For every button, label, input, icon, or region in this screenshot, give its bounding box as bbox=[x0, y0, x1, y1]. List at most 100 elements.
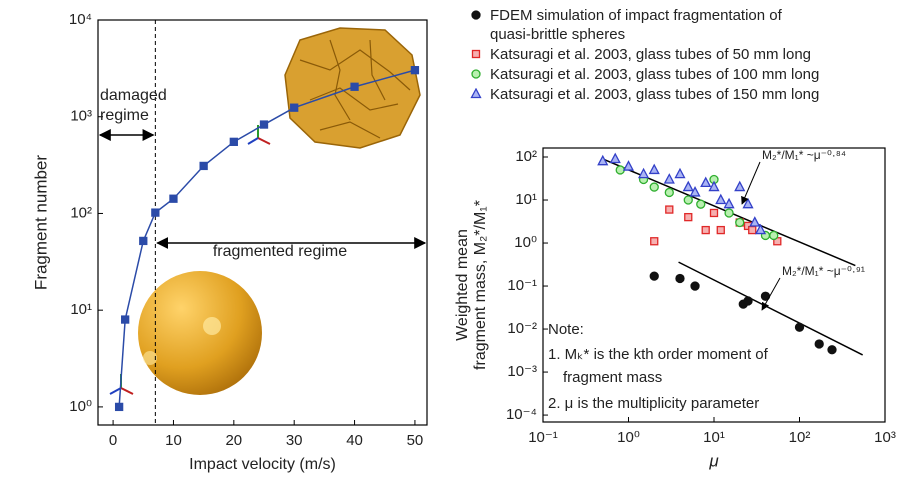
plot-frame bbox=[97, 19, 428, 426]
marker bbox=[622, 160, 635, 171]
marker bbox=[735, 217, 745, 228]
marker bbox=[696, 199, 706, 209]
x-tick-label: 40 bbox=[346, 432, 363, 449]
marker bbox=[471, 49, 481, 59]
marker bbox=[470, 88, 482, 99]
x-tick-label: 10³ bbox=[874, 429, 896, 446]
marker bbox=[199, 161, 208, 171]
y-tick-label: 10⁻² bbox=[507, 320, 537, 337]
legend-entry: FDEM simulation of impact fragmentation … bbox=[470, 6, 820, 44]
triad-x bbox=[120, 387, 134, 395]
x-tick-label: 50 bbox=[407, 432, 424, 449]
x-tick-label: 10² bbox=[789, 429, 811, 446]
marker bbox=[663, 173, 675, 184]
legend-label: Katsuragi et al. 2003, glass tubes of 50… bbox=[490, 46, 812, 63]
marker bbox=[689, 186, 701, 197]
annotation-arrow bbox=[741, 161, 761, 205]
y-axis-label: fragment mass, M₂*/M₁* bbox=[472, 200, 489, 370]
marker bbox=[471, 10, 481, 20]
marker bbox=[121, 315, 130, 324]
sphere-image bbox=[138, 271, 262, 395]
marker bbox=[682, 180, 694, 192]
marker bbox=[350, 82, 359, 91]
legend: FDEM simulation of impact fragmentation … bbox=[470, 6, 820, 105]
marker bbox=[734, 180, 746, 192]
marker bbox=[700, 176, 712, 188]
x-axis-label: μ bbox=[708, 451, 719, 470]
annotation: fragment mass bbox=[563, 369, 662, 386]
y-tick-label: 10⁻⁴ bbox=[506, 406, 537, 423]
annotation: damaged bbox=[100, 87, 167, 104]
marker bbox=[794, 322, 805, 332]
marker bbox=[814, 339, 824, 349]
y-tick-label: 10¹ bbox=[70, 301, 92, 318]
marker bbox=[114, 402, 124, 412]
marker bbox=[769, 230, 779, 241]
marker bbox=[665, 205, 674, 214]
marker bbox=[743, 296, 753, 306]
legend-marker-box bbox=[471, 69, 481, 79]
marker bbox=[471, 69, 481, 79]
annotation: 1. Mₖ* is the kth order moment of bbox=[548, 346, 769, 363]
y-tick-label: 10⁻³ bbox=[507, 363, 537, 380]
marker bbox=[827, 345, 837, 355]
annotation-arrow bbox=[761, 277, 781, 311]
y-axis-label: Weighted mean bbox=[454, 229, 471, 341]
annotation: Note: bbox=[548, 321, 584, 338]
fit-line bbox=[678, 261, 864, 356]
marker bbox=[674, 167, 686, 179]
marker bbox=[597, 154, 609, 166]
x-tick-label: 10⁰ bbox=[617, 429, 640, 446]
sphere-highlight bbox=[203, 317, 221, 335]
x-tick-label: 0 bbox=[109, 432, 117, 449]
marker bbox=[742, 197, 754, 209]
marker bbox=[649, 271, 659, 281]
marker bbox=[649, 182, 659, 192]
marker bbox=[609, 152, 621, 164]
marker bbox=[724, 208, 734, 218]
annotation: 2. μ is the multiplicity parameter bbox=[548, 395, 759, 412]
marker bbox=[675, 273, 685, 284]
marker bbox=[650, 237, 659, 246]
marker bbox=[723, 197, 735, 209]
y-tick-label: 10⁰ bbox=[514, 234, 537, 251]
legend-entry: Katsuragi et al. 2003, glass tubes of 10… bbox=[470, 65, 820, 84]
marker bbox=[637, 167, 650, 179]
legend-marker-box bbox=[471, 10, 481, 20]
x-tick-label: 10¹ bbox=[703, 429, 725, 446]
y-tick-label: 10¹ bbox=[515, 191, 537, 208]
marker bbox=[684, 212, 693, 222]
marker bbox=[151, 208, 160, 217]
marker bbox=[648, 163, 660, 175]
marker bbox=[754, 223, 767, 235]
marker bbox=[716, 225, 725, 235]
annotation: M₂*/M₁* ~μ⁻⁰·⁸⁴ bbox=[762, 148, 846, 162]
triad-z bbox=[247, 137, 259, 145]
legend-entry: Katsuragi et al. 2003, glass tubes of 15… bbox=[470, 85, 820, 104]
x-tick-label: 10 bbox=[165, 432, 182, 449]
fragment-cracks bbox=[299, 39, 411, 139]
marker bbox=[683, 195, 693, 205]
triad-x bbox=[257, 137, 271, 145]
legend-marker-box bbox=[470, 88, 482, 99]
x-tick-label: 10⁻¹ bbox=[528, 429, 558, 446]
marker bbox=[708, 180, 720, 192]
legend-entry: Katsuragi et al. 2003, glass tubes of 50… bbox=[470, 45, 820, 64]
marker bbox=[259, 120, 269, 129]
y-axis-label: Fragment number bbox=[31, 155, 50, 290]
marker bbox=[690, 281, 700, 291]
marker bbox=[701, 225, 710, 235]
x-tick-label: 30 bbox=[286, 432, 303, 449]
legend-label: Katsuragi et al. 2003, glass tubes of 10… bbox=[490, 66, 820, 83]
y-tick-label: 10² bbox=[515, 148, 537, 165]
x-axis-label: Impact velocity (m/s) bbox=[189, 456, 336, 473]
marker bbox=[229, 137, 238, 146]
marker bbox=[615, 165, 625, 175]
y-tick-label: 10⁴ bbox=[69, 11, 92, 28]
y-tick-label: 10⁰ bbox=[69, 398, 92, 415]
legend-label: FDEM simulation of impact fragmentation … bbox=[490, 7, 782, 43]
marker bbox=[715, 193, 727, 205]
marker bbox=[169, 194, 178, 203]
